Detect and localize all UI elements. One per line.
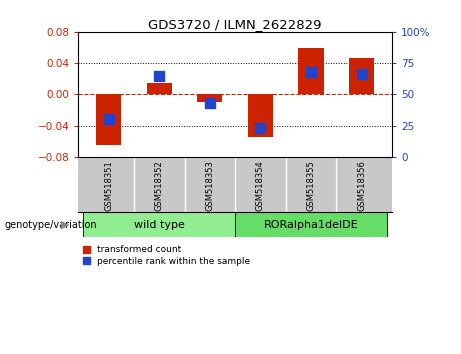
Bar [298, 47, 324, 95]
Text: GSM518353: GSM518353 [205, 160, 214, 211]
Bar [147, 83, 172, 95]
Text: GSM518354: GSM518354 [256, 160, 265, 211]
Point [358, 72, 365, 77]
Point [155, 73, 163, 79]
Point [307, 69, 315, 75]
Legend: transformed count, percentile rank within the sample: transformed count, percentile rank withi… [83, 245, 250, 266]
Text: GSM518351: GSM518351 [104, 160, 113, 211]
Point [206, 101, 213, 106]
Text: wild type: wild type [134, 220, 185, 230]
Text: GSM518355: GSM518355 [307, 160, 315, 211]
Bar [83, 212, 235, 237]
Point [257, 125, 264, 131]
Text: GSM518352: GSM518352 [155, 160, 164, 211]
Bar [248, 95, 273, 137]
Bar [197, 95, 223, 102]
Text: ▶: ▶ [61, 220, 69, 230]
Text: genotype/variation: genotype/variation [5, 220, 97, 230]
Text: RORalpha1delDE: RORalpha1delDE [264, 220, 358, 230]
Bar [235, 212, 387, 237]
Bar [349, 58, 374, 95]
Text: GSM518356: GSM518356 [357, 160, 366, 211]
Title: GDS3720 / ILMN_2622829: GDS3720 / ILMN_2622829 [148, 18, 322, 31]
Bar [96, 95, 121, 145]
Point [105, 117, 112, 122]
